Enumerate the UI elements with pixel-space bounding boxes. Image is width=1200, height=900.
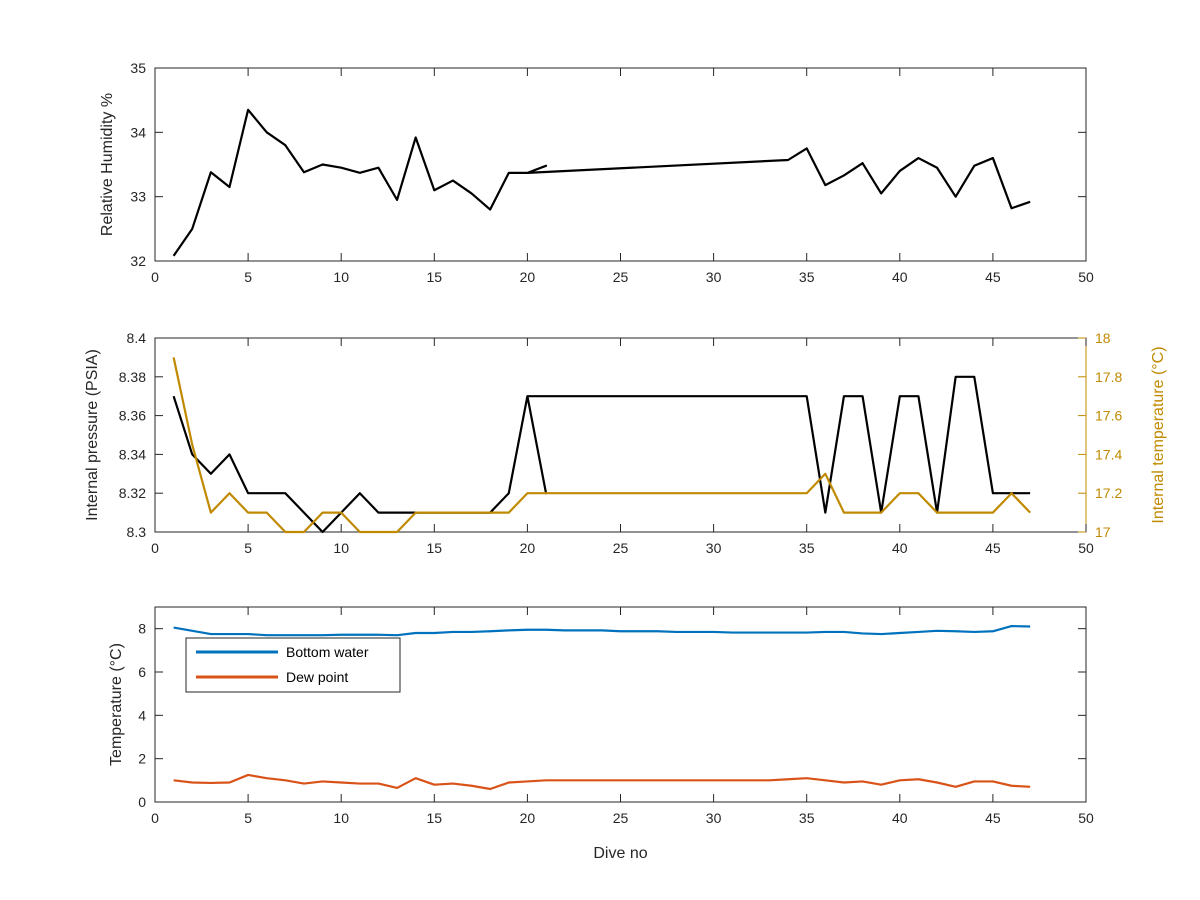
humidity-y-tick-label: 33	[130, 189, 146, 205]
legend-label-bottom-water: Bottom water	[286, 644, 369, 660]
temperature-series-dew-point-line	[173, 773, 1031, 791]
pressure-y-tick-label: 8.38	[119, 369, 146, 385]
humidity-x-tick-label: 35	[799, 269, 815, 285]
temperature-x-tick-label: 30	[706, 810, 722, 826]
pressure-right-tick-label: 17.8	[1095, 369, 1122, 385]
humidity-x-tick-label: 10	[333, 269, 349, 285]
pressure-y-tick-label: 8.36	[119, 408, 146, 424]
humidity-panel: 0 5 10 15 20 25 30 35 40 45 50 32 33 34 35 Relative H…	[99, 60, 1094, 285]
temperature-x-tick-label: 40	[892, 810, 908, 826]
pressure-y-ticks: 8.3 8.32 8.34 8.36 8.38 8.4	[119, 330, 163, 540]
pressure-right-ticks: 17 17.2 17.4 17.6 17.8 18	[1078, 330, 1122, 540]
pressure-y-tick-label: 8.4	[127, 330, 147, 346]
pressure-x-tick-label: 15	[427, 540, 443, 556]
temperature-series-bottom-water-line	[173, 624, 1031, 637]
humidity-x-ticks: 0 5 10 15 20 25 30 35 40 45 50	[151, 68, 1094, 285]
legend: Bottom water Dew point	[185, 637, 401, 693]
pressure-x-tick-label: 5	[244, 540, 252, 556]
humidity-x-tick-label: 20	[520, 269, 536, 285]
pressure-right-tick-label: 17.4	[1095, 446, 1122, 462]
temperature-x-tick-label: 10	[333, 810, 349, 826]
humidity-y-tick-label: 34	[130, 124, 146, 140]
temperature-x-tick-label: 15	[427, 810, 443, 826]
humidity-y-tick-label: 35	[130, 60, 146, 76]
humidity-x-tick-label: 30	[706, 269, 722, 285]
pressure-y-tick-label: 8.3	[127, 524, 147, 540]
temperature-x-tick-label: 50	[1078, 810, 1094, 826]
pressure-x-ticks: 0 5 10 15 20 25 30 35 40 45 50	[151, 338, 1094, 556]
pressure-y-tick-label: 8.34	[119, 446, 146, 462]
pressure-y-axis-label: Internal pressure (PSIA)	[84, 349, 101, 521]
pressure-plot-area	[154, 337, 1087, 533]
temperature-y-tick-label: 2	[138, 751, 146, 767]
humidity-x-tick-label: 50	[1078, 269, 1094, 285]
humidity-y-tick-label: 32	[130, 253, 146, 269]
temperature-lines	[173, 624, 1031, 791]
temperature-x-tick-label: 35	[799, 810, 815, 826]
temperature-x-tick-label: 5	[244, 810, 252, 826]
pressure-series-main-line	[172, 375, 1031, 534]
humidity-x-tick-label: 5	[244, 269, 252, 285]
pressure-x-tick-label: 30	[706, 540, 722, 556]
humidity-lines	[172, 108, 1031, 257]
pressure-right-tick-label: 17.6	[1095, 408, 1122, 424]
pressure-y-tick-label: 8.32	[119, 485, 146, 501]
temperature-y-ticks: 0 2 4 6 8	[138, 621, 1086, 810]
temperature-x-tick-label: 20	[520, 810, 536, 826]
humidity-x-tick-label: 25	[613, 269, 629, 285]
temperature-y-tick-label: 6	[138, 664, 146, 680]
humidity-x-tick-label: 0	[151, 269, 159, 285]
temperature-x-ticks: 0 5 10 15 20 25 30 35 40 45 50	[151, 607, 1094, 826]
pressure-x-tick-label: 20	[520, 540, 536, 556]
pressure-x-tick-label: 0	[151, 540, 159, 556]
pressure-x-tick-label: 10	[333, 540, 349, 556]
humidity-x-tick-label: 40	[892, 269, 908, 285]
temperature-x-tick-label: 0	[151, 810, 159, 826]
x-axis-label: Dive no	[593, 845, 647, 862]
humidity-x-tick-label: 45	[985, 269, 1001, 285]
pressure-x-tick-label: 40	[892, 540, 908, 556]
pressure-right-tick-label: 17	[1095, 524, 1111, 540]
pressure-right-tick-label: 18	[1095, 330, 1111, 346]
pressure-x-tick-label: 50	[1078, 540, 1094, 556]
pressure-right-tick-label: 17.2	[1095, 485, 1122, 501]
humidity-y-ticks: 32 33 34 35	[130, 60, 1086, 269]
temperature-x-tick-label: 45	[985, 810, 1001, 826]
temperature-panel: 0 5 10 15 20 25 30 35 40 45 50 0 2 4 6 8 Temperature (…	[108, 606, 1094, 862]
pressure-x-tick-label: 35	[799, 540, 815, 556]
legend-box	[185, 637, 401, 693]
pressure-x-tick-label: 25	[613, 540, 629, 556]
temperature-y-tick-label: 8	[138, 621, 146, 637]
humidity-series-main-line	[172, 108, 1031, 257]
temperature-x-tick-label: 25	[613, 810, 629, 826]
humidity-x-tick-label: 15	[427, 269, 443, 285]
temperature-y-axis-label: Temperature (°C)	[108, 643, 125, 766]
pressure-right-axis-label: Internal temperature (°C)	[1150, 346, 1167, 523]
humidity-y-axis-label: Relative Humidity %	[99, 93, 116, 236]
legend-label-dew-point: Dew point	[286, 669, 348, 685]
pressure-x-tick-label: 45	[985, 540, 1001, 556]
pressure-lines	[172, 357, 1031, 534]
pressure-series-temperature-line	[172, 357, 1031, 534]
humidity-plot-area	[154, 67, 1087, 262]
temperature-y-tick-label: 4	[138, 707, 146, 723]
temperature-y-tick-label: 0	[138, 794, 146, 810]
pressure-panel: 0 5 10 15 20 25 30 35 40 45 50 8.3 8.32 8.34 8.36 8.38…	[84, 330, 1167, 556]
